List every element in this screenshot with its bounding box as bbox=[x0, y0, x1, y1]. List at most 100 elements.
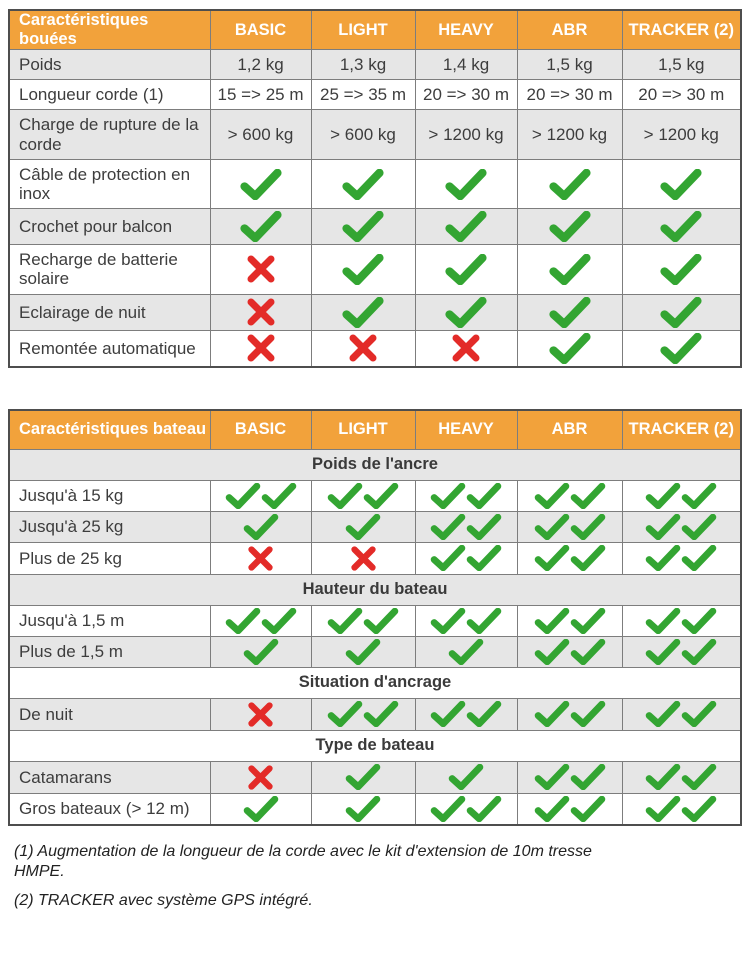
check-mark bbox=[444, 211, 488, 243]
double-check-mark bbox=[224, 482, 298, 509]
check-icon bbox=[345, 638, 381, 665]
value-cell bbox=[310, 635, 416, 668]
table-row: Poids 1,2 kg 1,3 kg 1,4 kg 1,5 kg 1,5 kg bbox=[8, 48, 742, 81]
check-mark bbox=[344, 795, 382, 822]
check-mark bbox=[659, 296, 703, 328]
section-row: Type de bateau bbox=[8, 729, 742, 762]
boats-comparison-table: Caractéristiques bateau BASIC LIGHT HEAVY AB… bbox=[8, 408, 742, 826]
cross-icon bbox=[248, 545, 273, 571]
check-icon bbox=[448, 638, 484, 665]
value-cell bbox=[209, 792, 312, 826]
check-mark bbox=[548, 296, 592, 328]
table-row: Plus de 1,5 m bbox=[8, 635, 742, 668]
check-icon bbox=[570, 638, 605, 665]
table-row: Jusqu'à 25 kg bbox=[8, 510, 742, 543]
check-mark bbox=[659, 168, 703, 200]
check-icon bbox=[430, 545, 466, 572]
check-icon bbox=[570, 795, 605, 822]
value-cell bbox=[209, 510, 312, 543]
check-icon bbox=[345, 764, 381, 791]
row-label: Recharge de batterie solaire bbox=[8, 244, 211, 295]
check-icon bbox=[445, 168, 487, 200]
value-cell bbox=[516, 293, 623, 331]
value-cell bbox=[414, 604, 518, 637]
check-icon bbox=[243, 638, 278, 665]
table-row: Longueur corde (1) 15 => 25 m 25 => 35 m 20… bbox=[8, 79, 742, 111]
double-check-mark bbox=[533, 795, 607, 822]
footnote-2: (2) TRACKER avec système GPS intégré. bbox=[14, 891, 313, 909]
value-cell bbox=[414, 329, 518, 368]
page: Caractéristiques bouées BASIC LIGHT HEAVY AB… bbox=[8, 9, 742, 909]
value-cell bbox=[310, 329, 416, 368]
check-icon bbox=[445, 211, 487, 243]
value-cell bbox=[310, 479, 416, 512]
check-mark bbox=[341, 211, 385, 243]
double-check-mark bbox=[533, 701, 607, 728]
section-title: Situation d'ancrage bbox=[8, 666, 742, 699]
cross-mark bbox=[350, 545, 377, 572]
check-icon bbox=[645, 513, 681, 540]
value-cell: 20 => 30 m bbox=[621, 79, 742, 111]
check-icon bbox=[430, 701, 466, 728]
check-icon bbox=[570, 701, 605, 728]
column-header: HEAVY bbox=[414, 9, 518, 50]
value-cell bbox=[209, 479, 312, 512]
column-header: Caractéristiques bateau bbox=[8, 409, 211, 450]
check-mark bbox=[344, 638, 382, 665]
check-icon bbox=[660, 168, 702, 200]
value-cell bbox=[310, 792, 416, 826]
column-header: LIGHT bbox=[310, 409, 416, 450]
check-icon bbox=[681, 795, 717, 822]
double-check-mark bbox=[429, 607, 503, 634]
check-icon bbox=[660, 253, 702, 285]
double-check-mark bbox=[644, 513, 718, 540]
check-icon bbox=[534, 764, 569, 791]
value-cell bbox=[516, 541, 623, 575]
double-check-mark bbox=[644, 795, 718, 822]
check-mark bbox=[444, 168, 488, 200]
check-icon bbox=[327, 701, 363, 728]
check-icon bbox=[570, 482, 605, 509]
value-cell bbox=[516, 479, 623, 512]
table-row: Crochet pour balcon bbox=[8, 208, 742, 246]
check-icon bbox=[681, 764, 717, 791]
value-cell bbox=[516, 760, 623, 794]
value-cell: > 600 kg bbox=[209, 109, 312, 160]
section-title: Poids de l'ancre bbox=[8, 448, 742, 481]
check-icon bbox=[534, 513, 569, 540]
check-icon bbox=[681, 482, 717, 509]
value-cell: 1,4 kg bbox=[414, 48, 518, 81]
check-mark bbox=[548, 253, 592, 285]
check-mark bbox=[548, 168, 592, 200]
check-icon bbox=[430, 482, 466, 509]
section-row: Hauteur du bateau bbox=[8, 573, 742, 606]
value-cell: 1,3 kg bbox=[310, 48, 416, 81]
row-label: Remontée automatique bbox=[8, 329, 211, 368]
cross-icon bbox=[247, 298, 274, 326]
check-mark bbox=[344, 513, 382, 540]
double-check-mark bbox=[224, 607, 298, 634]
value-cell bbox=[414, 760, 518, 794]
value-cell: > 1200 kg bbox=[621, 109, 742, 160]
value-cell bbox=[516, 158, 623, 210]
value-cell bbox=[621, 208, 742, 246]
value-cell bbox=[621, 635, 742, 668]
value-cell bbox=[414, 208, 518, 246]
column-header: LIGHT bbox=[310, 9, 416, 50]
row-label: Gros bateaux (> 12 m) bbox=[8, 792, 211, 826]
table-row: Eclairage de nuit bbox=[8, 293, 742, 331]
value-cell bbox=[621, 158, 742, 210]
value-cell bbox=[621, 293, 742, 331]
check-mark bbox=[341, 253, 385, 285]
check-icon bbox=[363, 607, 399, 634]
header-row: Caractéristiques bouées BASIC LIGHT HEAVY AB… bbox=[8, 9, 742, 50]
check-icon bbox=[243, 795, 278, 822]
value-cell bbox=[209, 329, 312, 368]
row-label: Plus de 25 kg bbox=[8, 541, 211, 575]
value-cell bbox=[516, 792, 623, 826]
table-row: Jusqu'à 1,5 m bbox=[8, 604, 742, 637]
cross-icon bbox=[349, 334, 377, 362]
row-label: Câble de protection en inox bbox=[8, 158, 211, 210]
double-check-mark bbox=[326, 701, 400, 728]
column-header: Caractéristiques bouées bbox=[8, 9, 211, 50]
